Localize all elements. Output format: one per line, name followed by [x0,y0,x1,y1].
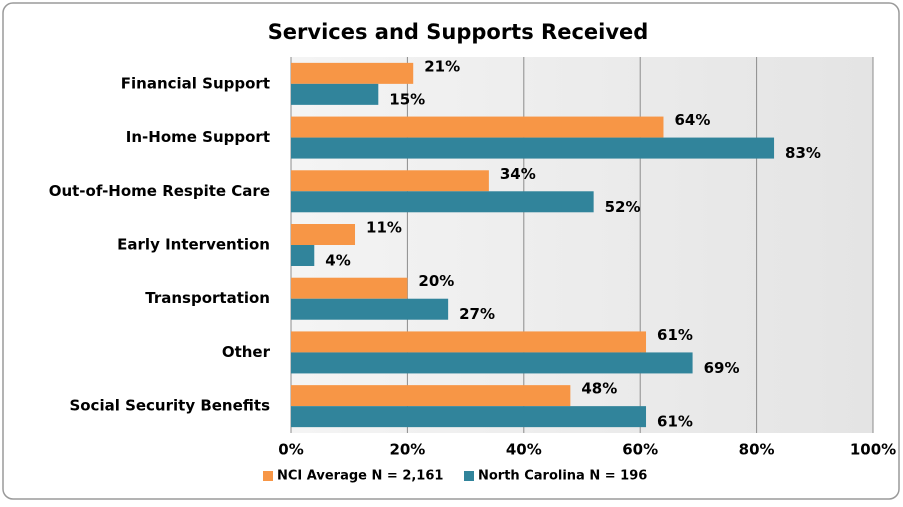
bar [291,62,414,84]
y-tick-label: Other [222,343,271,361]
x-tick-label: 40% [506,441,542,459]
bar [291,137,775,159]
chart-title: Services and Supports Received [268,20,649,44]
bar [291,191,594,213]
legend-swatch [464,471,474,481]
value-label: 34% [500,165,536,183]
legend-label: NCI Average N = 2,161 [277,469,443,484]
value-label: 64% [674,111,710,129]
value-label: 48% [581,380,617,398]
value-label: 20% [418,272,454,290]
plot-area [291,57,873,433]
x-tick-label: 60% [622,441,658,459]
value-label: 21% [424,57,460,75]
value-label: 61% [657,326,693,344]
bar [291,224,356,245]
bar [291,116,664,138]
value-label: 52% [605,198,641,216]
bar [291,298,449,320]
bar [291,83,379,105]
bar [291,406,647,428]
value-label: 15% [389,90,425,108]
y-tick-label: Financial Support [121,74,270,92]
bar [291,245,315,266]
bar [291,170,489,192]
value-label: 69% [704,359,740,377]
bar [291,331,647,353]
x-tick-label: 100% [850,441,896,459]
value-label: 61% [657,413,693,431]
y-tick-label: Social Security Benefits [69,397,270,415]
y-tick-label: Out-of-Home Respite Care [49,182,270,200]
bar [291,277,408,299]
y-tick-label: Transportation [145,289,270,307]
y-tick-label: Early Intervention [117,236,270,254]
y-tick-label: In-Home Support [126,128,270,146]
legend-label: North Carolina N = 196 [478,469,647,484]
bar [291,352,693,374]
value-label: 4% [325,252,350,270]
legend-swatch [263,471,273,481]
x-tick-label: 0% [278,441,303,459]
value-label: 11% [366,219,402,237]
x-tick-label: 20% [389,441,425,459]
bar [291,385,571,407]
value-label: 27% [459,305,495,323]
x-tick-label: 80% [739,441,775,459]
value-label: 83% [785,144,821,162]
